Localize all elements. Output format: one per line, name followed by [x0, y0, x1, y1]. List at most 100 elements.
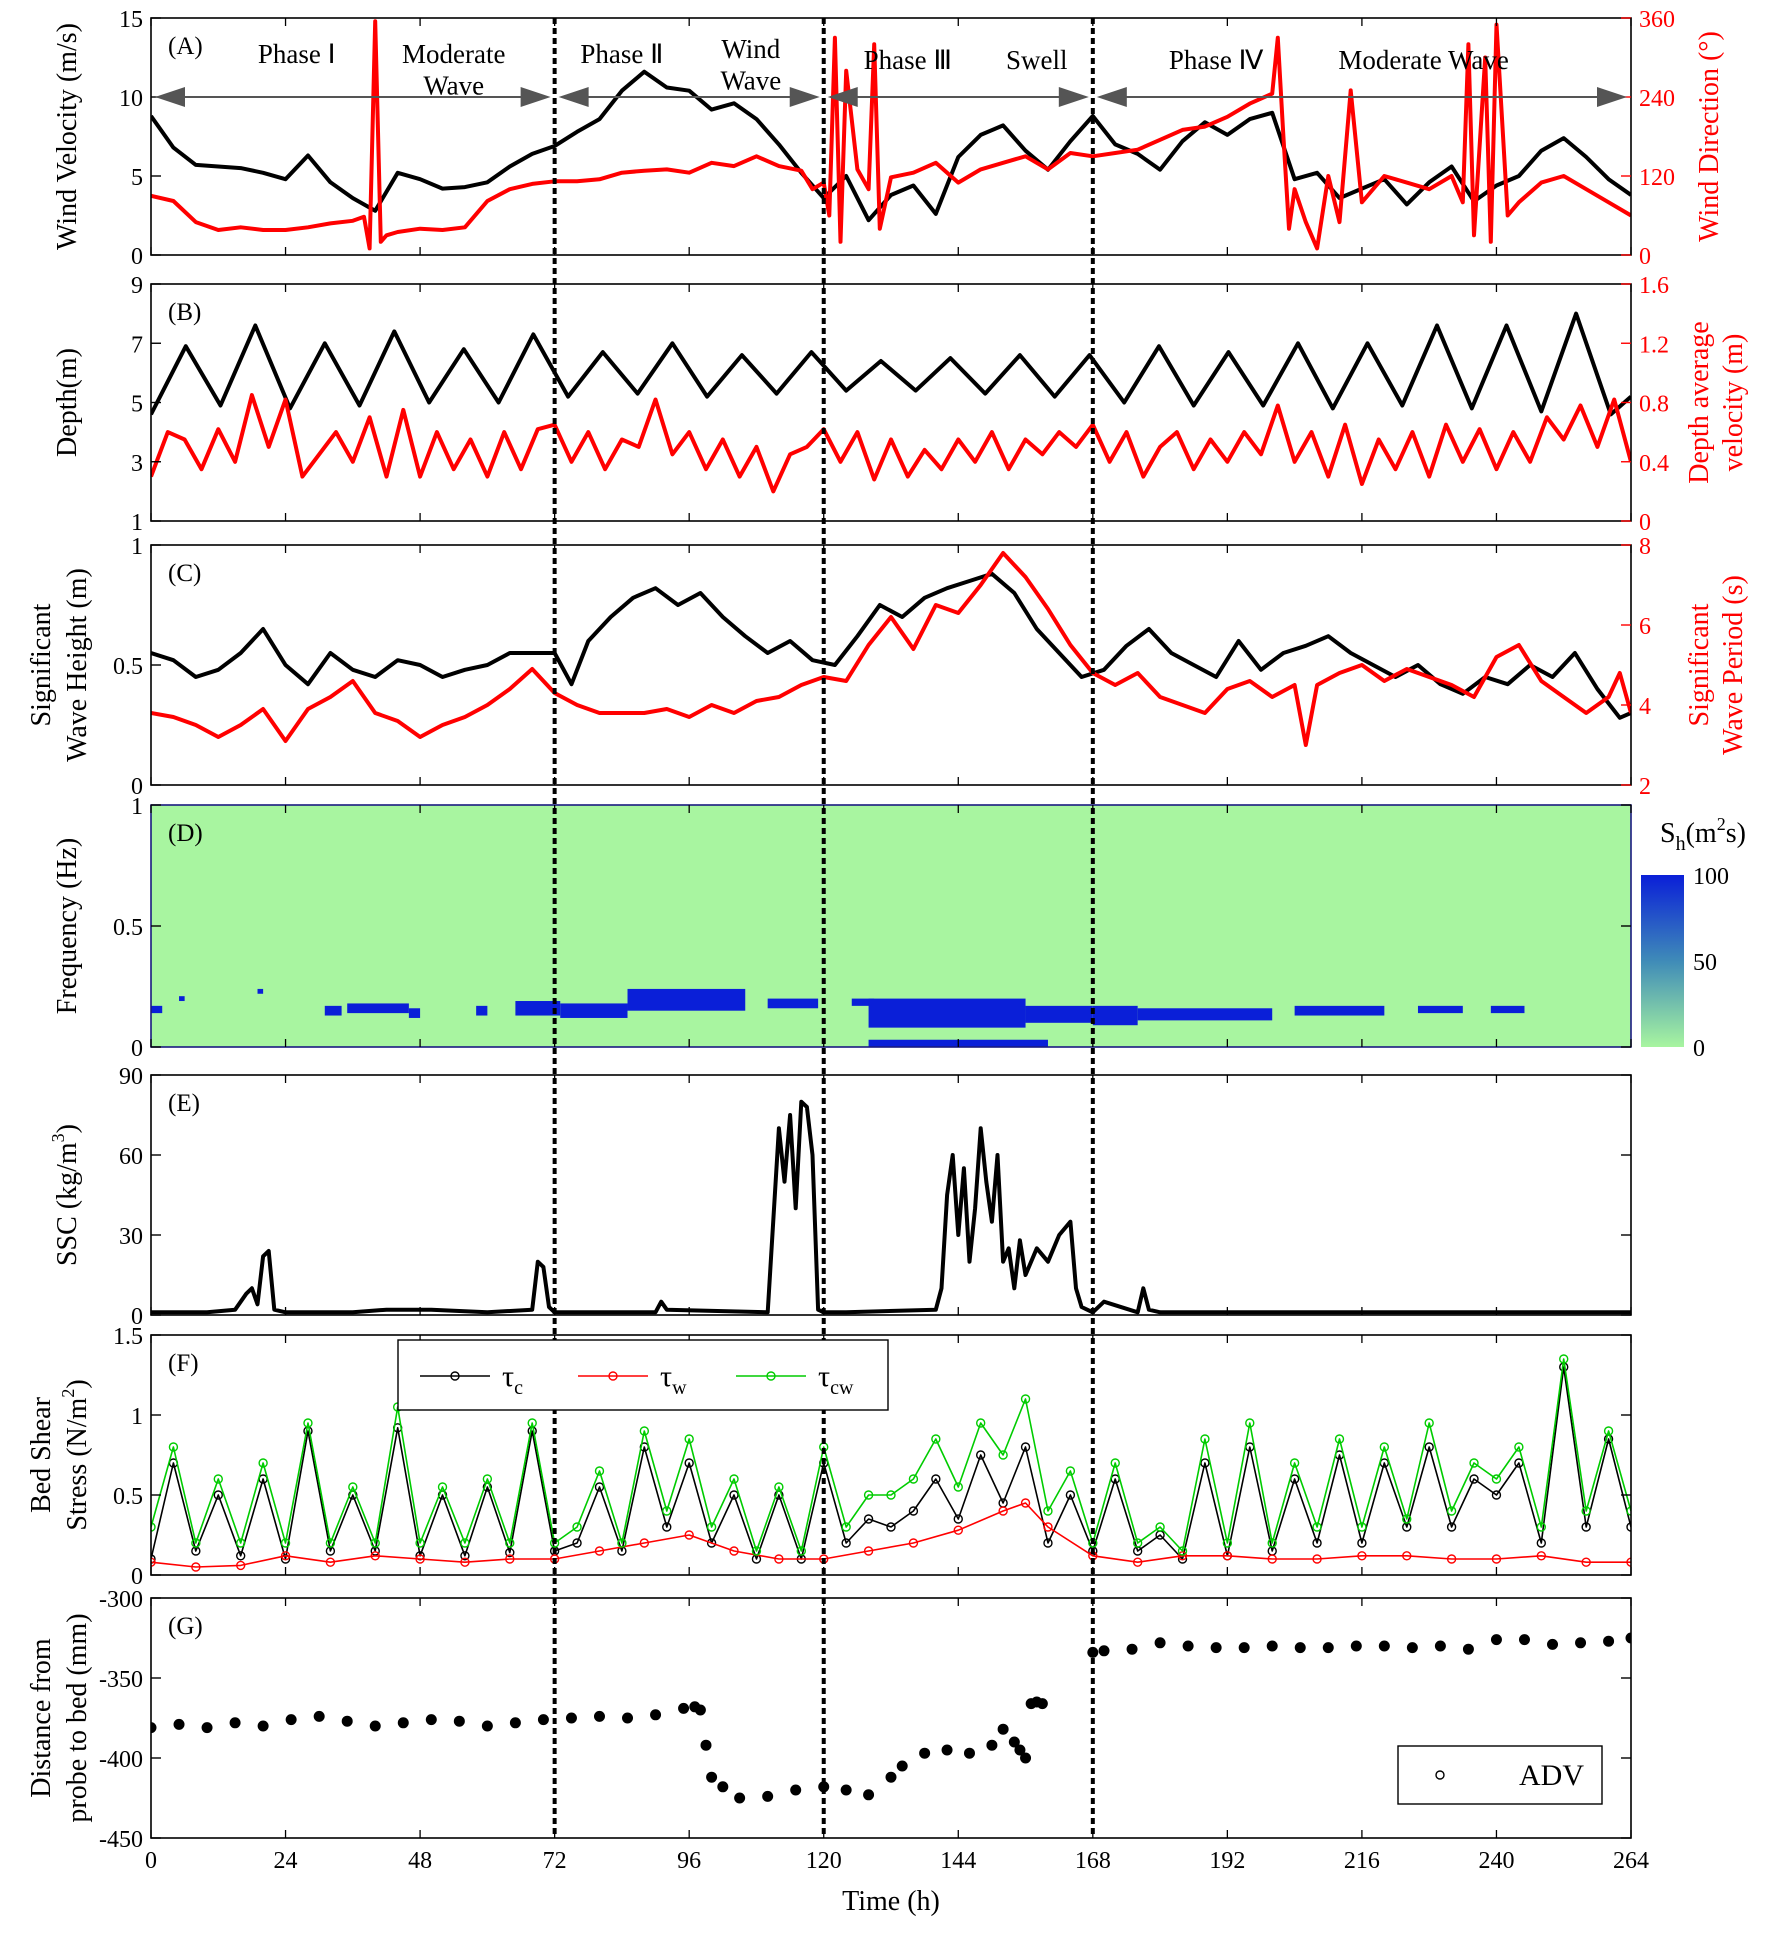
panel-label: (B) — [168, 299, 201, 326]
adv-data-point — [706, 1771, 718, 1783]
colorbar — [1641, 875, 1684, 1047]
y-tick-label-left: 9 — [131, 273, 143, 299]
spectrum-energy-band — [1092, 1005, 1138, 1026]
series-point-tau_cw — [370, 1538, 380, 1548]
y-tick-label-right: 2 — [1639, 774, 1651, 800]
y-axis-label-left: Depth(m) — [52, 348, 83, 457]
series-point-tau_cw — [751, 1546, 762, 1556]
series-point-tau_cw — [1514, 1442, 1524, 1452]
series-point-tau_c — [235, 1551, 246, 1561]
series-point-tau_cw — [774, 1482, 784, 1492]
panel-frame-G — [150, 1597, 1632, 1839]
series-point-tau_w — [415, 1554, 425, 1564]
series-point-tau_c — [594, 1482, 605, 1492]
series-point-tau_c — [841, 1538, 851, 1548]
series-point-tau_c — [931, 1474, 941, 1484]
series-point-tau_cw — [437, 1482, 448, 1492]
phase-lines-layer — [552, 18, 1095, 1838]
series-point-tau_c — [1424, 1442, 1434, 1452]
adv-data-point — [997, 1723, 1009, 1735]
series-point-tau_w — [953, 1525, 963, 1535]
series-point-tau_c — [908, 1506, 919, 1516]
series-line-E-left — [151, 1099, 1631, 1315]
series-point-tau_cw — [1603, 1426, 1614, 1436]
y-tick-label-left: 1 — [131, 534, 143, 560]
legend-entry-label: τc — [502, 1360, 523, 1399]
y-axis-label-left: Significant — [26, 603, 57, 726]
series-point-tau_cw — [1155, 1522, 1165, 1532]
adv-data-point — [700, 1739, 712, 1751]
y-tick-label-right: 0.4 — [1639, 451, 1669, 477]
phase-arrow-head-right — [520, 87, 551, 107]
x-tick-label: 120 — [806, 1848, 842, 1874]
y-tick-label-left: 1.5 — [113, 1324, 143, 1350]
series-markers-tau_w — [151, 1498, 1631, 1572]
series-point-tau_cw — [1334, 1434, 1345, 1444]
series-point-tau_cw — [1581, 1506, 1591, 1516]
x-tick-label: 0 — [145, 1848, 157, 1874]
adv-data-point — [919, 1747, 931, 1759]
y-tick-label-right: 120 — [1639, 165, 1675, 191]
series-point-tau_cw — [639, 1426, 650, 1436]
adv-data-point — [622, 1712, 634, 1724]
series-point-tau_cw — [280, 1538, 291, 1548]
colorbar-title-unit-end: s) — [1726, 818, 1746, 849]
legend-symbol: τ — [502, 1360, 514, 1393]
y-axis-label-main: SSC (kg/m — [52, 1142, 83, 1266]
series-point-tau_c — [1200, 1458, 1210, 1468]
y-tick-label-right: 4 — [1639, 694, 1651, 720]
legend-marker — [608, 1371, 618, 1381]
spectrum-energy-band — [347, 1003, 409, 1014]
series-point-tau_cw — [662, 1506, 672, 1516]
adv-data-point — [1182, 1640, 1194, 1652]
series-point-tau_cw — [1289, 1458, 1300, 1468]
spectrum-energy-band — [257, 988, 264, 994]
series-point-tau_cw — [886, 1490, 896, 1500]
y-tick-label-left: -400 — [99, 1747, 143, 1773]
adv-data-point — [717, 1781, 729, 1793]
series-point-tau_c — [1312, 1538, 1322, 1548]
series-point-tau_w — [1536, 1551, 1547, 1561]
series-point-tau_cw — [1536, 1522, 1547, 1532]
x-tick-label: 24 — [274, 1848, 298, 1874]
y-tick-label-left: 60 — [119, 1144, 143, 1170]
series-line-F-tau_w — [151, 1502, 1631, 1568]
adv-data-point — [285, 1714, 297, 1726]
series-point-tau_cw — [168, 1442, 179, 1452]
y-axis-label-left: SSC (kg/m3) — [48, 1124, 83, 1266]
series-point-tau_w — [1357, 1551, 1367, 1561]
series-point-tau_c — [460, 1551, 470, 1561]
series-point-tau_cw — [841, 1522, 851, 1532]
adv-data-point — [1625, 1632, 1631, 1644]
series-point-tau_cw — [1491, 1474, 1502, 1484]
adv-data-point — [694, 1704, 706, 1716]
panel-frame-A — [150, 17, 1632, 256]
series-point-tau_cw — [348, 1482, 358, 1492]
series-point-tau_w — [863, 1546, 874, 1556]
y-axis-label-end: ) — [62, 1379, 93, 1388]
colorbar-title-sub: h — [1676, 833, 1686, 855]
series-point-tau_cw — [998, 1450, 1008, 1460]
series-point-tau_w — [505, 1554, 515, 1564]
series-point-tau_cw — [460, 1538, 470, 1548]
y-axis-label-left: Stress (N/m2) — [58, 1379, 93, 1530]
adv-data-point — [1210, 1642, 1222, 1654]
y-tick-label-right: 360 — [1639, 7, 1675, 33]
y-tick-label-right: 8 — [1639, 534, 1651, 560]
series-point-tau_w — [1491, 1554, 1502, 1564]
spectrum-energy-band — [1490, 1005, 1525, 1014]
series-point-tau_cw — [1424, 1418, 1434, 1428]
adv-data-point — [1575, 1637, 1587, 1649]
y-axis-label-left: Distance from — [26, 1638, 57, 1798]
series-point-tau_cw — [1110, 1458, 1120, 1468]
series-point-tau_cw — [1020, 1394, 1031, 1404]
series-markers-tau_c — [151, 1362, 1631, 1564]
adv-data-point — [201, 1722, 213, 1734]
x-tick-label: 144 — [940, 1848, 976, 1874]
series-point-tau_cw — [572, 1522, 582, 1532]
legend-symbol: τ — [818, 1360, 830, 1393]
series-point-tau_w — [151, 1557, 156, 1567]
series-point-tau_w — [729, 1546, 739, 1556]
colorbar-tick-label: 100 — [1693, 864, 1729, 890]
